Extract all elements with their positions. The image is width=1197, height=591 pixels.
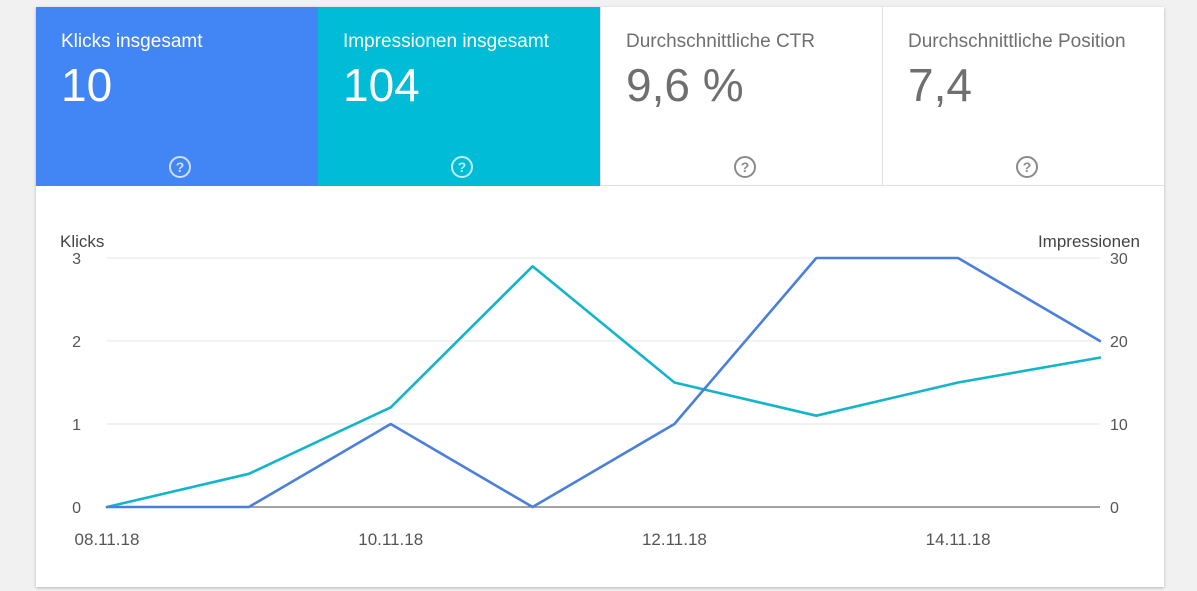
- performance-chart: 0 1 2 3 0 10 20 30 Klicks Impressionen 08.11.18 10.…: [36, 186, 1164, 587]
- y-right-tick-label: 10: [1110, 417, 1128, 434]
- help-circle-icon[interactable]: ?: [734, 156, 756, 178]
- metric-tiles: Klicks insgesamt 10? Impressionen insgesam…: [36, 7, 1164, 186]
- y-right-tick-label: 20: [1110, 334, 1128, 351]
- tile-value: 104: [343, 59, 420, 111]
- y-tick-label: 1: [72, 417, 81, 434]
- tile-value: 9,6 %: [626, 59, 744, 111]
- x-tick-label: 14.11.18: [926, 530, 991, 549]
- y-tick-label: 3: [72, 251, 81, 268]
- position-tile[interactable]: Durchschnittliche Position 7,4?: [882, 7, 1164, 186]
- tile-value: 7,4: [908, 59, 972, 111]
- help-circle-icon[interactable]: ?: [169, 156, 191, 178]
- y-right-tick-label: 0: [1110, 500, 1119, 517]
- y-tick-label: 0: [72, 500, 81, 517]
- y-tick-label: 2: [72, 334, 81, 351]
- impressions-line: [105, 265, 1102, 509]
- y-right-tick-label: 30: [1110, 251, 1128, 268]
- tile-value: 10: [61, 59, 113, 111]
- tile-label: Durchschnittliche CTR: [626, 31, 815, 52]
- ctr-tile[interactable]: Durchschnittliche CTR 9,6 %?: [600, 7, 882, 186]
- help-circle-icon[interactable]: ?: [1016, 156, 1038, 178]
- impressions-tile[interactable]: Impressionen insgesamt 104?: [318, 7, 600, 186]
- tile-label: Impressionen insgesamt: [343, 31, 549, 52]
- x-tick-label: 12.11.18: [642, 530, 707, 549]
- tile-label: Durchschnittliche Position: [908, 31, 1126, 52]
- y-axis-title: Klicks: [60, 232, 104, 251]
- performance-card: Klicks insgesamt 10? Impressionen insgesam…: [36, 7, 1164, 587]
- x-tick-label: 10.11.18: [358, 530, 423, 549]
- x-tick-label: 08.11.18: [75, 530, 140, 549]
- clicks-line: [105, 256, 1102, 509]
- clicks-tile[interactable]: Klicks insgesamt 10?: [36, 7, 318, 186]
- tile-label: Klicks insgesamt: [61, 31, 203, 52]
- y-right-axis-title: Impressionen: [1038, 232, 1140, 251]
- help-circle-icon[interactable]: ?: [451, 156, 473, 178]
